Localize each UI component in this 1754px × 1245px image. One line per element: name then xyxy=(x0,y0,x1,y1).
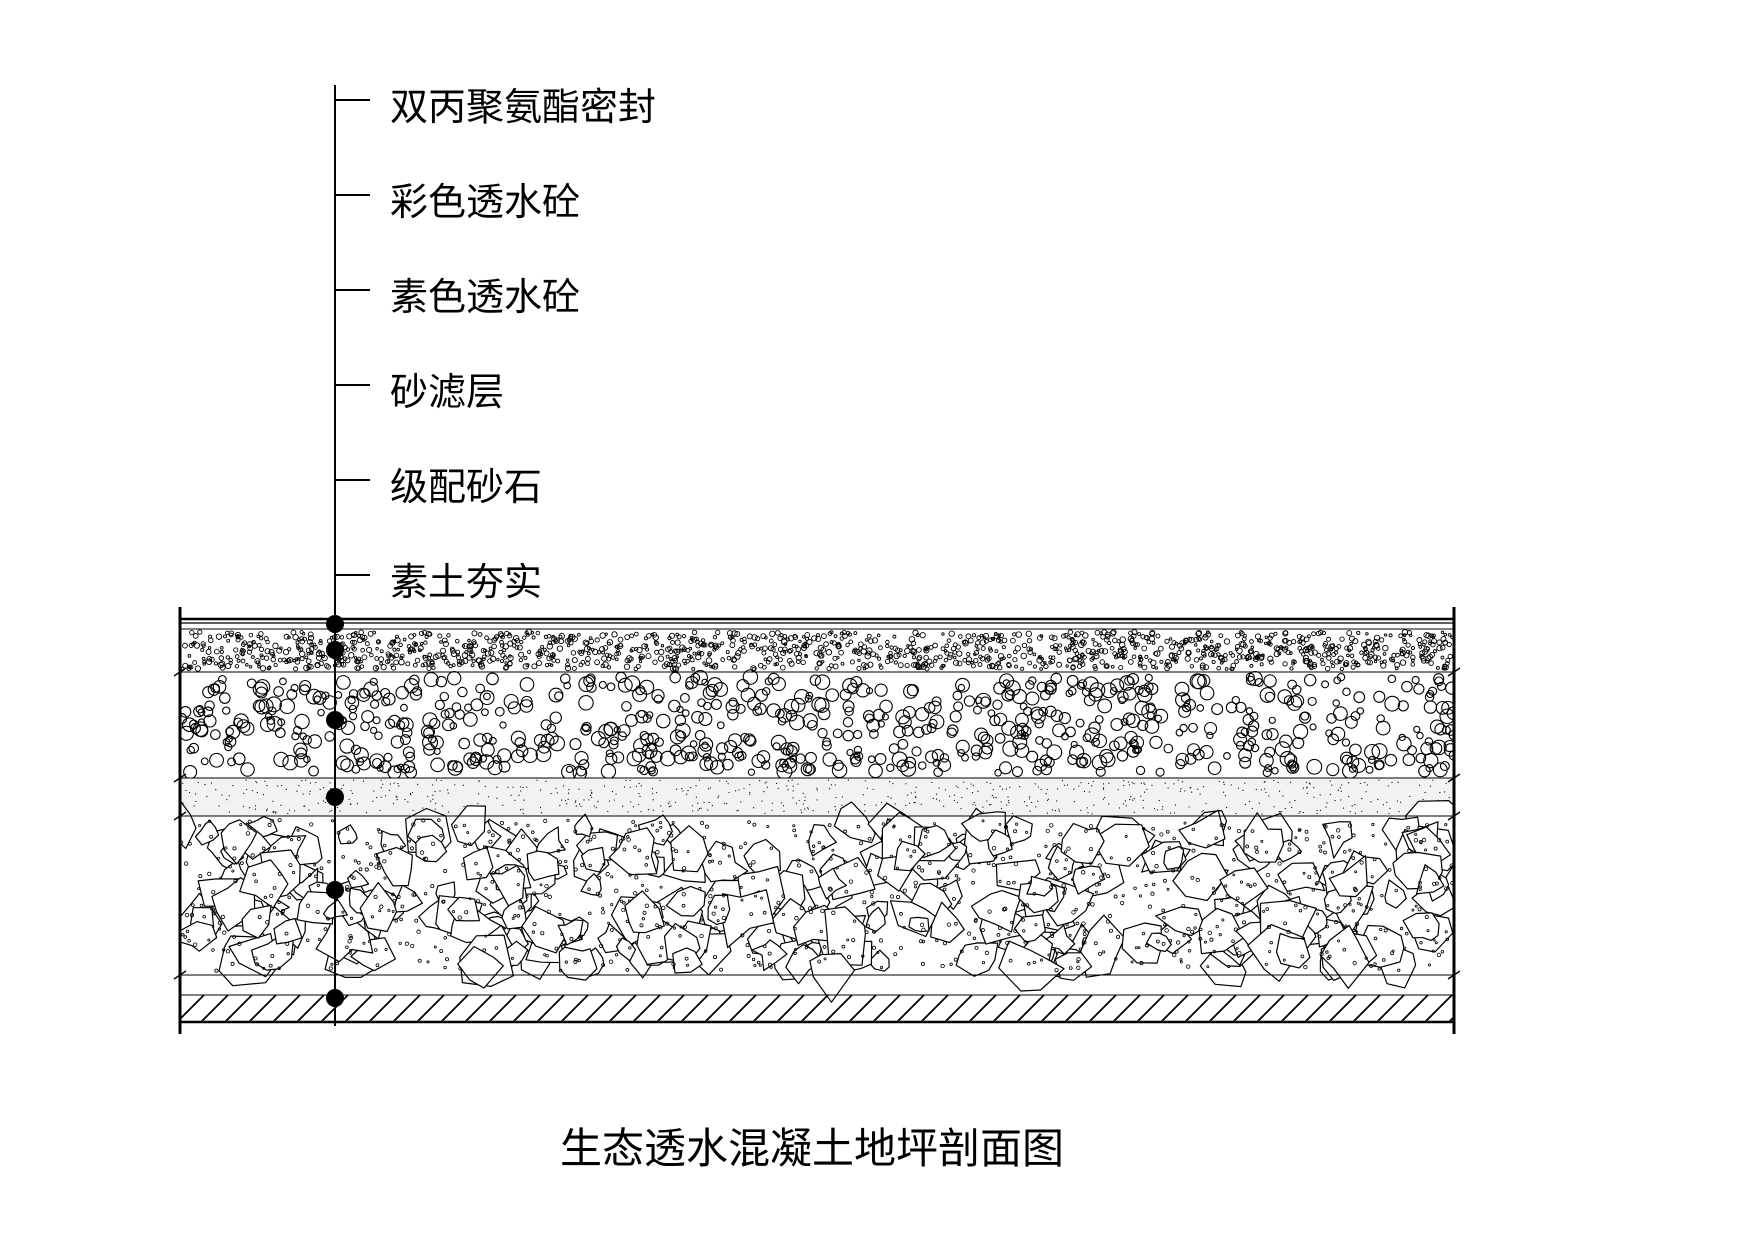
diagram-canvas: 双丙聚氨酯密封 彩色透水砼 素色透水砼 砂滤层 级配砂石 素土夯实 生态透水混凝… xyxy=(0,0,1754,1240)
layer-label-seal: 双丙聚氨酯密封 xyxy=(390,76,656,131)
diagram-title: 生态透水混凝土地坪剖面图 xyxy=(560,1115,1064,1176)
layer-label-soil: 素土夯实 xyxy=(390,551,542,606)
layer-label-plain-perv: 素色透水砼 xyxy=(390,266,580,321)
layer-label-color-perv: 彩色透水砼 xyxy=(390,171,580,226)
layer-label-gravel: 级配砂石 xyxy=(390,456,542,511)
layer-label-sand-filter: 砂滤层 xyxy=(390,361,504,416)
section-svg xyxy=(0,0,1754,1240)
